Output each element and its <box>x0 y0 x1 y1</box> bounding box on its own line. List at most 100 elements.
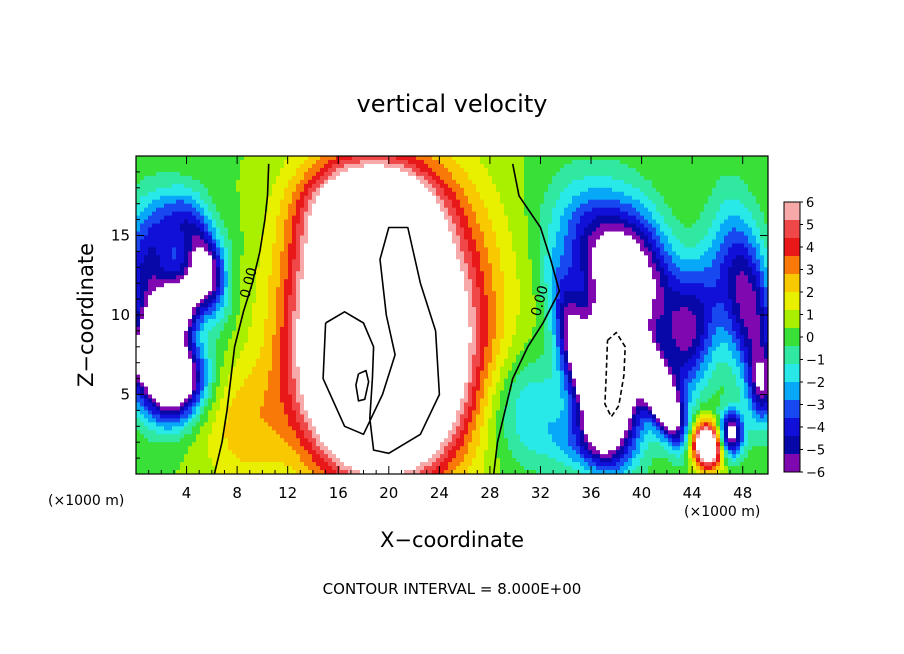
field-cell <box>144 438 149 443</box>
field-cell <box>256 239 261 245</box>
field-cell <box>336 235 341 241</box>
field-cell <box>160 311 165 316</box>
field-cell <box>188 235 193 241</box>
field-cell <box>220 430 225 435</box>
field-cell <box>140 438 145 443</box>
field-cell <box>228 450 233 455</box>
field-cell <box>288 402 293 408</box>
field-cell <box>212 442 217 447</box>
field-cell <box>172 163 177 169</box>
field-cell <box>208 271 213 276</box>
field-cell <box>344 191 349 197</box>
field-cell <box>264 235 269 241</box>
field-cell <box>188 414 193 419</box>
field-cell <box>292 342 297 348</box>
field-cell <box>140 203 145 209</box>
field-cell <box>288 295 293 300</box>
field-cell <box>236 394 241 400</box>
field-cell <box>348 362 353 368</box>
field-cell <box>156 275 161 280</box>
field-cell <box>160 334 165 340</box>
field-cell <box>240 263 245 268</box>
field-cell <box>332 362 337 368</box>
field-cell <box>344 159 349 165</box>
field-cell <box>296 183 301 189</box>
field-cell <box>236 159 241 165</box>
field-cell <box>244 187 249 193</box>
field-cell <box>244 211 249 217</box>
field-cell <box>308 223 313 229</box>
field-cell <box>280 326 285 332</box>
field-cell <box>148 199 153 205</box>
field-cell <box>216 267 221 272</box>
field-cell <box>280 195 285 201</box>
field-cell <box>188 179 193 185</box>
field-cell <box>352 247 357 253</box>
field-cell <box>240 211 245 217</box>
field-cell <box>320 235 325 241</box>
field-cell <box>184 279 189 284</box>
field-cell <box>164 307 169 312</box>
field-cell <box>168 251 173 256</box>
field-cell <box>256 358 261 364</box>
field-cell <box>176 454 181 459</box>
field-cell <box>252 167 257 173</box>
field-cell <box>236 267 241 272</box>
field-cell <box>148 267 153 272</box>
field-cell <box>376 163 381 169</box>
field-cell <box>168 322 173 328</box>
field-cell <box>316 199 321 205</box>
field-cell <box>140 362 145 368</box>
field-cell <box>216 342 221 348</box>
field-cell <box>200 362 205 368</box>
field-cell <box>320 171 325 177</box>
field-cell <box>272 247 277 253</box>
field-cell <box>284 370 289 376</box>
field-cell <box>376 330 381 336</box>
field-cell <box>224 247 229 253</box>
field-cell <box>164 414 169 419</box>
field-cell <box>256 219 261 225</box>
field-cell <box>344 346 349 352</box>
field-cell <box>184 422 189 427</box>
field-cell <box>156 402 161 408</box>
field-cell <box>340 271 345 276</box>
field-cell <box>252 430 257 435</box>
field-cell <box>260 374 265 380</box>
field-cell <box>148 326 153 332</box>
field-cell <box>196 271 201 276</box>
field-cell <box>288 350 293 356</box>
field-cell <box>208 183 213 189</box>
field-cell <box>348 418 353 423</box>
field-cell <box>320 291 325 296</box>
field-cell <box>196 231 201 237</box>
field-cell <box>204 394 209 400</box>
field-cell <box>300 330 305 336</box>
field-cell <box>300 370 305 376</box>
field-cell <box>324 342 329 348</box>
field-cell <box>296 156 301 161</box>
field-cell <box>228 267 233 272</box>
field-cell <box>264 227 269 233</box>
field-cell <box>260 183 265 189</box>
field-cell <box>324 271 329 276</box>
field-cell <box>188 171 193 177</box>
field-cell <box>372 307 377 312</box>
field-cell <box>272 275 277 280</box>
field-cell <box>192 235 197 241</box>
field-cell <box>296 303 301 308</box>
field-cell <box>296 462 301 467</box>
field-cell <box>168 239 173 245</box>
field-cell <box>356 191 361 197</box>
field-cell <box>352 386 357 392</box>
field-cell <box>224 326 229 332</box>
field-cell <box>268 382 273 388</box>
field-cell <box>140 382 145 388</box>
field-cell <box>144 430 149 435</box>
field-cell <box>212 295 217 300</box>
field-cell <box>292 406 297 412</box>
field-cell <box>248 382 253 388</box>
field-cell <box>172 366 177 372</box>
field-cell <box>324 418 329 423</box>
field-cell <box>360 156 365 161</box>
